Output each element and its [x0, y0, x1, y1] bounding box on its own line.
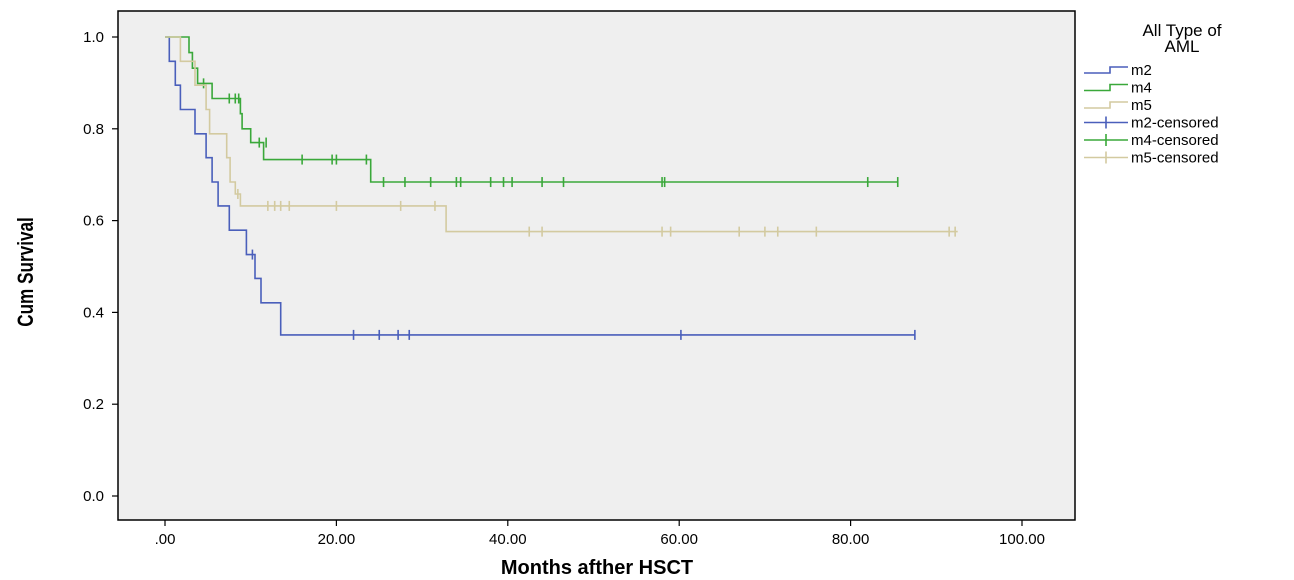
legend-entry-m5: m5 [1084, 97, 1152, 114]
legend-label-m4: m4 [1131, 80, 1152, 97]
legend-entry-m5-censored: m5-censored [1084, 150, 1219, 167]
x-tick-label-0: .00 [155, 531, 176, 548]
legend-title-line-2: AML [1165, 37, 1200, 56]
legend-label-m5-censored: m5-censored [1131, 150, 1219, 167]
y-tick-label-0: 0.0 [83, 488, 104, 505]
plot-area [117, 10, 1076, 521]
legend-label-m2-censored: m2-censored [1131, 115, 1219, 132]
x-tick-label-1: 20.00 [318, 531, 356, 548]
series-m4 [165, 36, 899, 188]
y-axis-title: Cum Survival [14, 217, 39, 327]
legend-label-m4-censored: m4-censored [1131, 132, 1219, 149]
y-tick-label-4: 0.8 [83, 121, 104, 138]
legend-entry-m2: m2 [1084, 62, 1152, 79]
legend-label-m5: m5 [1131, 97, 1152, 114]
series-m5 [165, 36, 958, 237]
legend-label-m2: m2 [1131, 62, 1152, 79]
legend: All Type of AML m2m4m5m2-censoredm4-cens… [1084, 21, 1222, 167]
y-tick-label-1: 0.2 [83, 396, 104, 413]
x-axis-title: Months afther HSCT [501, 557, 693, 579]
x-tick-label-3: 60.00 [660, 531, 698, 548]
x-tick-label-5: 100.00 [999, 531, 1045, 548]
series-m2 [165, 36, 916, 340]
survival-curve-m4 [165, 36, 898, 183]
legend-swatch-m4 [1084, 83, 1128, 92]
y-axis: 0.0 0.2 0.4 0.6 0.8 1.0 [83, 29, 118, 505]
y-tick-label-5: 1.0 [83, 29, 104, 46]
x-tick-label-4: 80.00 [832, 531, 870, 548]
y-tick-label-2: 0.4 [83, 304, 104, 321]
y-tick-label-3: 0.6 [83, 213, 104, 230]
legend-title-line-1: All Type of [1142, 21, 1221, 40]
survival-curve-m5 [165, 36, 958, 233]
legend-entry-m4: m4 [1084, 80, 1152, 97]
legend-entry-m4-censored: m4-censored [1084, 132, 1219, 149]
x-axis: .00 20.00 40.00 60.00 80.00 100.00 [155, 520, 1045, 548]
legend-swatch-m5 [1084, 101, 1128, 109]
legend-swatch-m2 [1084, 66, 1128, 74]
survival-curve-m2 [165, 36, 915, 336]
series-layer [165, 36, 958, 340]
x-tick-label-2: 40.00 [489, 531, 527, 548]
legend-entry-m2-censored: m2-censored [1084, 115, 1219, 132]
